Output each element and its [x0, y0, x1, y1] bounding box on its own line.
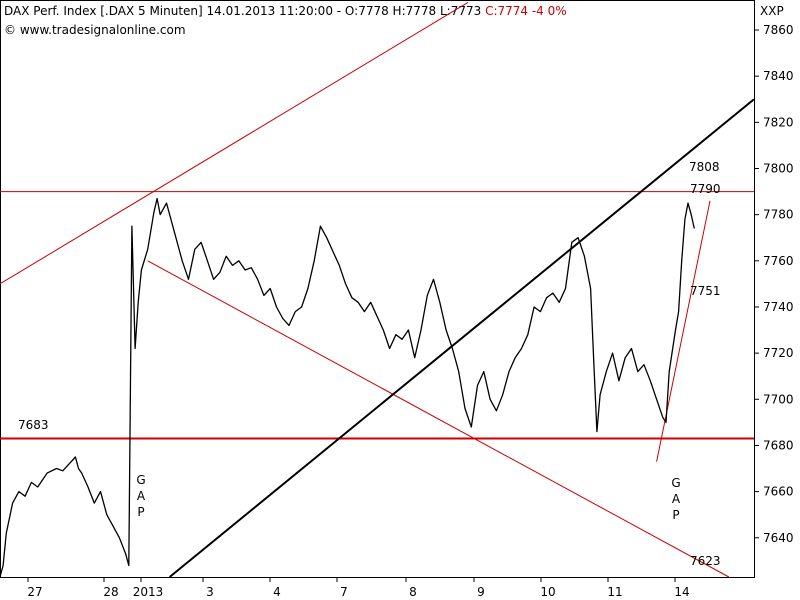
- price-line: [0, 197, 695, 578]
- y-tick-label: 7660: [763, 485, 794, 499]
- label-7683: 7683: [18, 418, 49, 432]
- chart-title: DAX Perf. Index [.DAX 5 Minuten] 14.01.2…: [4, 4, 482, 18]
- x-tick-label: 7: [340, 585, 348, 599]
- trend-line: [169, 98, 755, 578]
- y-tick-label: 7820: [763, 115, 794, 129]
- label-7808: 7808: [689, 160, 720, 174]
- gap-annotation-left-letter: P: [137, 505, 144, 519]
- y-tick-label: 7720: [763, 346, 794, 360]
- x-tick-label: 4: [273, 585, 281, 599]
- y-tick-label: 7740: [763, 300, 794, 314]
- y-tick-label: 7680: [763, 438, 794, 452]
- x-tick-label: 27: [27, 585, 42, 599]
- x-tick-label: 8: [409, 585, 417, 599]
- x-tick-label: 10: [540, 585, 555, 599]
- y-tick-label: 7640: [763, 531, 794, 545]
- gap-annotation-right-letter: P: [672, 508, 679, 522]
- x-tick-label: 3: [206, 585, 214, 599]
- x-tick-label: 2013: [133, 585, 164, 599]
- y-tick-label: 7780: [763, 208, 794, 222]
- x-tick-label: 9: [477, 585, 485, 599]
- trend-line: [0, 1, 469, 285]
- label-7751: 7751: [690, 284, 721, 298]
- trend-line: [656, 200, 711, 462]
- gap-annotation-left-letter: G: [136, 473, 145, 487]
- y-tick-label: 7840: [763, 69, 794, 83]
- symbol-label: XXP: [760, 4, 784, 18]
- x-tick-label: 28: [103, 585, 118, 599]
- y-tick-label: 7760: [763, 254, 794, 268]
- x-tick-label: 11: [607, 585, 622, 599]
- chart-change: C:7774 -4 0%: [485, 4, 567, 18]
- gap-annotation-right-letter: G: [671, 476, 680, 490]
- label-7623: 7623: [690, 554, 721, 568]
- y-tick-label: 7860: [763, 23, 794, 37]
- y-tick-label: 7800: [763, 161, 794, 175]
- label-7790: 7790: [690, 182, 721, 196]
- plot-frame: [0, 0, 755, 578]
- gap-annotation-right-letter: A: [672, 492, 681, 506]
- chart-header: DAX Perf. Index [.DAX 5 Minuten] 14.01.2…: [4, 4, 567, 18]
- x-tick-label: 14: [674, 585, 689, 599]
- source-credit: © www.tradesignalonline.com: [4, 23, 186, 37]
- trend-line: [147, 260, 730, 578]
- y-tick-label: 7700: [763, 392, 794, 406]
- gap-annotation-left-letter: A: [137, 489, 146, 503]
